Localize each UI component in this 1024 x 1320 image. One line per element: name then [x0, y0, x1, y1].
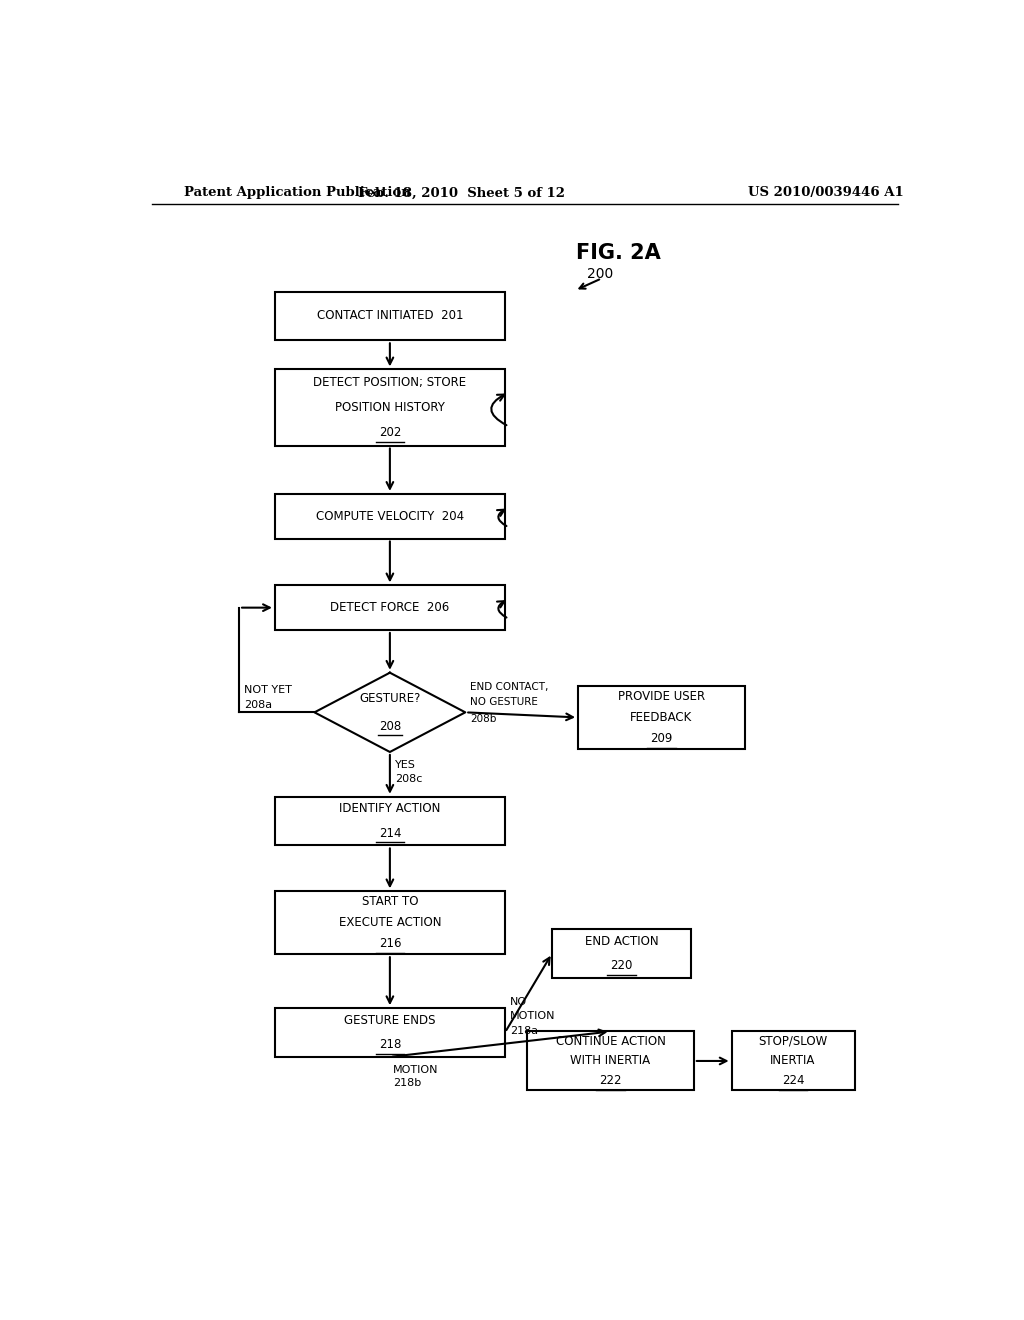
Polygon shape	[314, 673, 465, 752]
Text: WITH INERTIA: WITH INERTIA	[570, 1055, 650, 1068]
Text: 224: 224	[781, 1074, 804, 1088]
FancyBboxPatch shape	[274, 494, 505, 539]
Text: IDENTIFY ACTION: IDENTIFY ACTION	[339, 803, 440, 816]
Text: STOP/SLOW: STOP/SLOW	[759, 1035, 827, 1048]
Text: GESTURE ENDS: GESTURE ENDS	[344, 1014, 435, 1027]
Text: DETECT POSITION; STORE: DETECT POSITION; STORE	[313, 375, 467, 388]
FancyBboxPatch shape	[527, 1031, 694, 1090]
Text: 208: 208	[379, 719, 401, 733]
FancyArrowPatch shape	[497, 601, 507, 618]
Text: 222: 222	[599, 1074, 622, 1088]
Text: 218: 218	[379, 1039, 401, 1051]
Text: NO GESTURE: NO GESTURE	[470, 697, 538, 708]
Text: 208c: 208c	[394, 775, 422, 784]
Text: END ACTION: END ACTION	[585, 935, 658, 948]
Text: 220: 220	[610, 958, 633, 972]
Text: START TO: START TO	[361, 895, 418, 908]
Text: MOTION: MOTION	[393, 1065, 438, 1074]
FancyArrowPatch shape	[497, 510, 507, 527]
Text: END CONTACT,: END CONTACT,	[470, 682, 549, 692]
Text: US 2010/0039446 A1: US 2010/0039446 A1	[749, 186, 904, 199]
FancyBboxPatch shape	[274, 292, 505, 341]
Text: EXECUTE ACTION: EXECUTE ACTION	[339, 916, 441, 929]
FancyArrowPatch shape	[492, 395, 507, 425]
Text: CONTINUE ACTION: CONTINUE ACTION	[556, 1035, 666, 1048]
FancyBboxPatch shape	[578, 686, 744, 748]
FancyBboxPatch shape	[731, 1031, 855, 1090]
Text: FEEDBACK: FEEDBACK	[630, 711, 692, 723]
Text: COMPUTE VELOCITY  204: COMPUTE VELOCITY 204	[315, 510, 464, 523]
Text: 208a: 208a	[244, 700, 272, 710]
FancyBboxPatch shape	[274, 1008, 505, 1057]
FancyBboxPatch shape	[274, 585, 505, 630]
FancyBboxPatch shape	[274, 797, 505, 846]
Text: POSITION HISTORY: POSITION HISTORY	[335, 401, 444, 414]
Text: MOTION: MOTION	[510, 1011, 555, 1022]
Text: GESTURE?: GESTURE?	[359, 692, 421, 705]
Text: YES: YES	[394, 760, 416, 770]
Text: CONTACT INITIATED  201: CONTACT INITIATED 201	[316, 309, 463, 322]
Text: Patent Application Publication: Patent Application Publication	[183, 186, 411, 199]
Text: Feb. 18, 2010  Sheet 5 of 12: Feb. 18, 2010 Sheet 5 of 12	[357, 186, 565, 199]
Text: FIG. 2A: FIG. 2A	[577, 243, 660, 263]
Text: INERTIA: INERTIA	[770, 1055, 816, 1068]
Text: 209: 209	[650, 731, 673, 744]
Text: 214: 214	[379, 826, 401, 840]
Text: NO: NO	[510, 997, 526, 1007]
Text: 208b: 208b	[470, 714, 497, 725]
Text: DETECT FORCE  206: DETECT FORCE 206	[331, 601, 450, 614]
FancyBboxPatch shape	[274, 891, 505, 954]
Text: 202: 202	[379, 426, 401, 440]
FancyBboxPatch shape	[274, 370, 505, 446]
Text: 200: 200	[587, 267, 613, 281]
Text: 218b: 218b	[393, 1078, 421, 1088]
Text: 216: 216	[379, 937, 401, 950]
Text: NOT YET: NOT YET	[244, 685, 292, 694]
Text: PROVIDE USER: PROVIDE USER	[617, 690, 705, 704]
Text: 218a: 218a	[510, 1027, 538, 1036]
FancyBboxPatch shape	[552, 929, 691, 978]
